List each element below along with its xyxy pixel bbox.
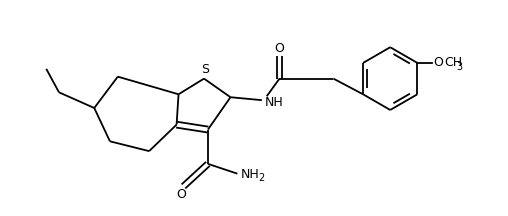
Text: S: S xyxy=(201,63,209,76)
Text: 2: 2 xyxy=(258,173,264,183)
Text: O: O xyxy=(274,42,284,55)
Text: CH: CH xyxy=(444,56,462,69)
Text: O: O xyxy=(177,188,186,201)
Text: NH: NH xyxy=(265,96,283,109)
Text: 3: 3 xyxy=(457,62,463,72)
Text: NH: NH xyxy=(240,168,259,181)
Text: O: O xyxy=(433,56,443,69)
